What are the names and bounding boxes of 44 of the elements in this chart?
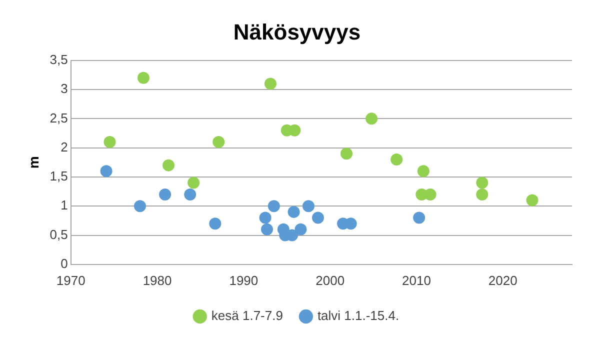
y-tick-label: 3 [60, 81, 68, 96]
legend-label: talvi 1.1.-15.4. [317, 308, 400, 324]
point [162, 159, 175, 172]
point [417, 165, 430, 178]
y-tick-label: 1 [60, 198, 68, 213]
point [137, 72, 150, 84]
point [104, 136, 116, 148]
point [312, 212, 324, 224]
point [268, 200, 280, 212]
point [212, 136, 225, 148]
point [476, 188, 488, 200]
y-tick-label: 2 [60, 139, 68, 154]
point [294, 223, 307, 236]
point [209, 218, 222, 230]
x-tick-label: 1990 [229, 272, 258, 288]
x-tick-label: 2000 [316, 272, 345, 288]
x-tick-label: 1970 [56, 272, 86, 288]
point [288, 206, 300, 218]
point [188, 176, 200, 189]
point [159, 188, 172, 200]
x-tick-label: 2020 [488, 272, 518, 288]
point [340, 148, 352, 160]
y-tick-label: 2,5 [50, 110, 68, 126]
y-axis-title: m [25, 156, 42, 169]
point [302, 200, 314, 212]
point [413, 212, 426, 224]
legend-label: kesä 1.7-7.9 [211, 308, 283, 324]
x-tick-label: 2010 [402, 272, 431, 288]
point [526, 194, 538, 206]
x-tick-label: 1980 [142, 272, 172, 288]
y-tick-label: 1,5 [50, 168, 68, 184]
y-tick-label: 0,5 [50, 226, 68, 242]
point [366, 112, 378, 125]
point [476, 176, 488, 189]
point [390, 153, 403, 166]
point [261, 223, 274, 236]
point [100, 165, 112, 178]
point [184, 188, 196, 200]
point [134, 200, 146, 212]
chart-title: Näkösyvyys [233, 19, 361, 44]
y-tick-label: 3,5 [50, 52, 68, 67]
point [264, 78, 276, 90]
y-tick-label: 0 [60, 256, 68, 271]
point [259, 212, 272, 224]
